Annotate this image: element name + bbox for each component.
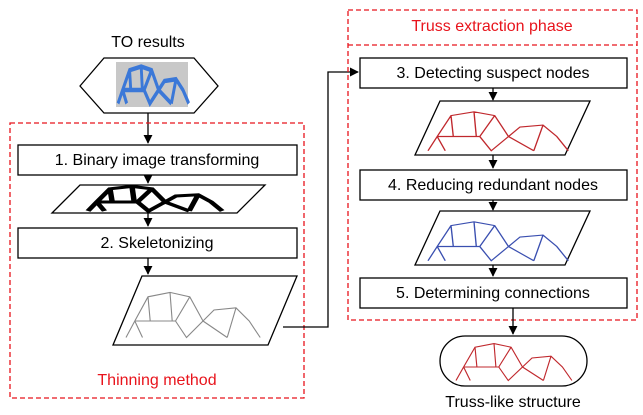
- extraction-frame: [347, 9, 638, 321]
- step-box: [17, 144, 298, 176]
- step-label: 5. Determining connections: [396, 285, 590, 302]
- image-frame: [112, 275, 298, 346]
- step-box: [359, 169, 628, 201]
- output-frame: [439, 335, 588, 387]
- image-frame: [50, 184, 267, 214]
- step-box: [359, 277, 628, 309]
- step-box: [359, 57, 628, 89]
- step-label: 2. Skeletonizing: [101, 235, 214, 252]
- step-label: 3. Detecting suspect nodes: [396, 65, 589, 82]
- thinning-label: Thinning method: [97, 372, 216, 389]
- output-label: Truss-like structure: [445, 394, 581, 411]
- input-label: TO results: [111, 34, 185, 51]
- extraction-label: Truss extraction phase: [411, 18, 572, 35]
- thinning-frame: [9, 122, 305, 399]
- connector: [283, 67, 359, 328]
- step-label: 1. Binary image transforming: [55, 152, 260, 169]
- step-label: 4. Reducing redundant nodes: [388, 177, 598, 194]
- step-box: [17, 227, 298, 259]
